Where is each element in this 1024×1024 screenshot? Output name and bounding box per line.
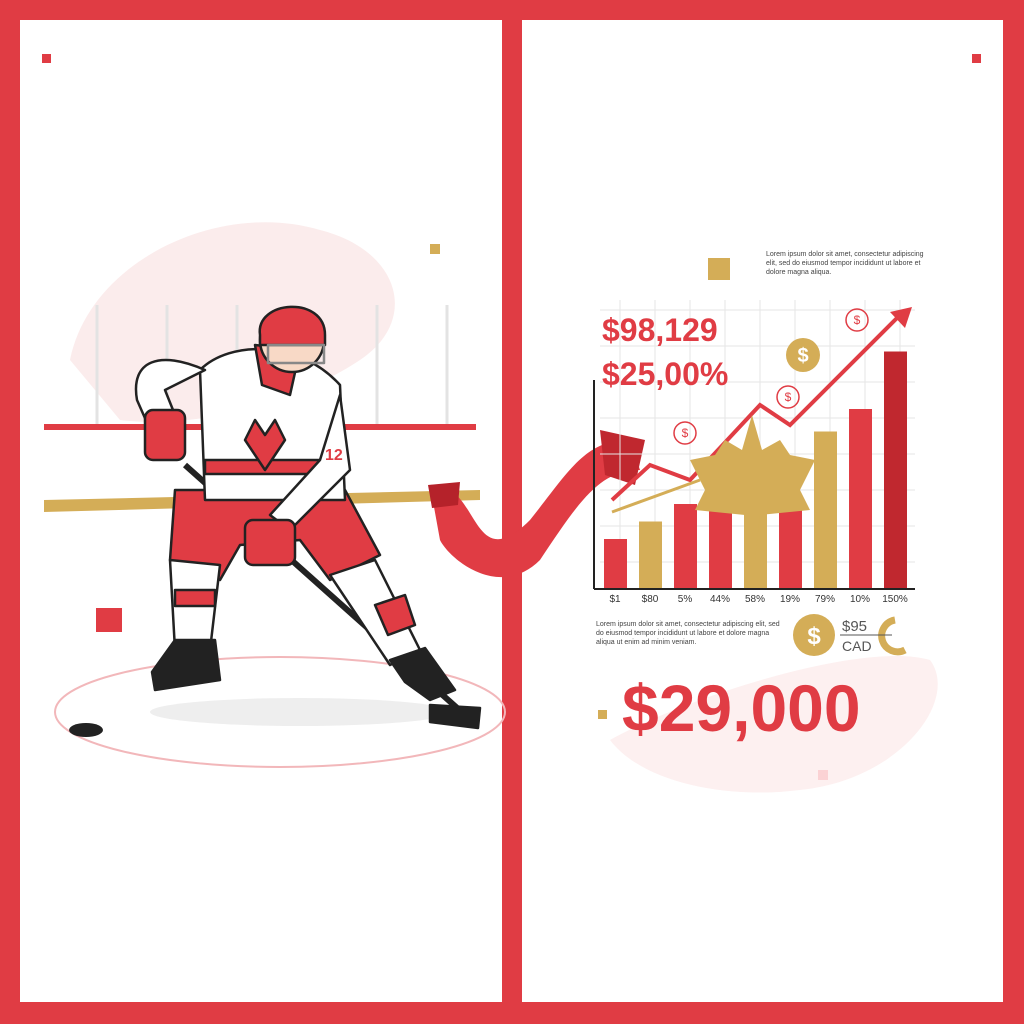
dollar-circle-icon: [673, 308, 869, 445]
chart-bar: [779, 496, 802, 589]
maple-leaf-icon: [690, 415, 815, 560]
jersey-number: 12: [325, 447, 343, 464]
body-text: Lorem ipsum dolor sit amet, consectetur …: [596, 621, 780, 646]
puck: [69, 723, 103, 737]
player-shadow: [150, 698, 450, 726]
chart-bar: [884, 351, 907, 589]
chart-bar: [814, 431, 837, 589]
maple-leaf-icon: [243, 418, 287, 472]
ribbon: [430, 440, 640, 578]
gold-trend-line: [611, 478, 701, 514]
intro-text: Lorem ipsum dolor sit amet, consectetur …: [766, 251, 924, 276]
background-blob: [610, 656, 938, 793]
hockey-player: [134, 305, 482, 730]
deco-square: [96, 608, 122, 632]
svg-text:$: $: [785, 390, 792, 404]
chart-bar: [604, 539, 627, 589]
svg-text:$: $: [682, 426, 689, 440]
chart-bars: [604, 351, 907, 589]
x-tick-label: 19%: [779, 594, 800, 605]
price-currency: CAD: [842, 638, 872, 654]
deco-square: [818, 770, 828, 780]
price-amount: $95: [842, 618, 868, 635]
donut-gauge: [878, 616, 907, 656]
svg-text:$: $: [807, 623, 821, 650]
chart-bar: [709, 496, 732, 589]
x-tick-label: 58%: [744, 594, 765, 605]
x-tick-label: 5%: [677, 594, 693, 605]
chart-bar: [674, 504, 697, 589]
deco-square: [708, 258, 730, 280]
chart-bar: [639, 521, 662, 589]
dollar-coin-icon: $: [793, 614, 835, 656]
deco-square: [430, 244, 440, 254]
headline-value: $25,00%: [602, 356, 729, 392]
faceoff-circle: [54, 656, 506, 768]
x-tick-label: 150%: [882, 594, 908, 605]
corner-square: [42, 54, 51, 63]
deco-square: [598, 710, 607, 719]
arrow-head-icon: [890, 307, 912, 328]
ribbon-flag: [600, 430, 645, 485]
x-tick-label: $80: [641, 594, 659, 605]
total-amount: $29,000: [622, 671, 861, 745]
x-tick-label: 10%: [849, 594, 870, 605]
svg-text:$: $: [854, 313, 861, 327]
x-tick-label: $1: [609, 594, 621, 605]
svg-text:$: $: [797, 345, 808, 367]
headline-value: $98,129: [602, 312, 718, 348]
x-tick-label: 79%: [814, 594, 835, 605]
chart-bar: [849, 409, 872, 589]
corner-square: [972, 54, 981, 63]
ribbon-end: [428, 482, 460, 508]
dollar-coin-icon: $: [786, 338, 820, 372]
x-tick-label: 44%: [709, 594, 730, 605]
